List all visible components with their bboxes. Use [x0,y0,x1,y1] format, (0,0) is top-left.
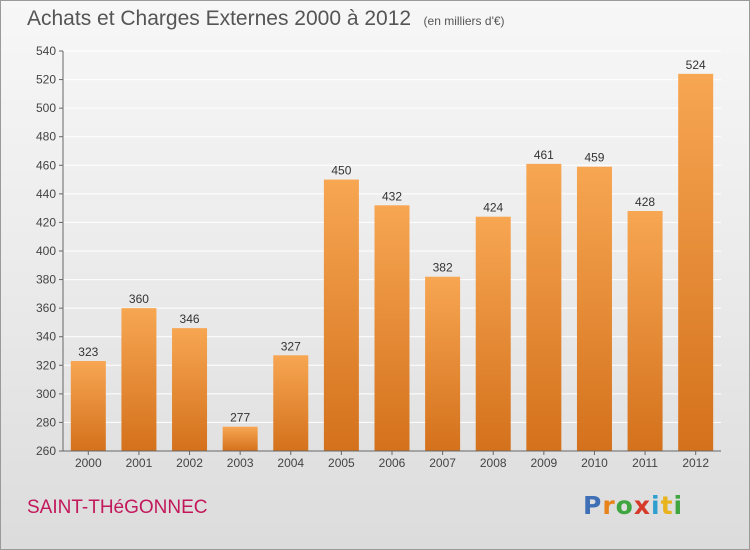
x-tick-label: 2001 [126,456,153,470]
logo-letter: i [673,491,684,520]
x-tick-label: 2003 [227,456,254,470]
data-label: 450 [331,164,351,178]
x-tick-label: 2005 [328,456,355,470]
bar [222,426,258,451]
data-label: 461 [534,148,554,162]
y-tick-label: 440 [36,187,56,201]
chart-title: Achats et Charges Externes 2000 à 2012 [27,7,412,30]
x-tick-label: 2008 [480,456,507,470]
y-tick-label: 520 [36,73,56,87]
y-tick-label: 360 [36,301,56,315]
x-tick-label: 2011 [632,456,658,470]
data-label: 524 [686,58,706,72]
x-tick-label: 2006 [379,456,406,470]
chart-unit: (en milliers d'€) [423,14,505,28]
data-label: 428 [635,195,655,209]
bar [576,166,612,451]
bars: 323 360 346 277 327 450 432 382 424 461 459 428 524 [70,58,714,452]
data-label: 327 [281,339,301,353]
logo-letter: t [660,491,674,520]
logo-letter: P [583,491,603,520]
y-tick-label: 320 [36,358,56,372]
bar [475,216,511,451]
y-tick-label: 480 [36,130,56,144]
proxiti-logo[interactable]: Proxiti [583,491,683,520]
bar [526,163,562,451]
commune-name: SAINT-THéGONNEC [27,497,208,518]
y-tick-label: 460 [36,158,56,172]
x-tick-label: 2007 [429,456,456,470]
y-tick-label: 540 [36,44,56,58]
y-tick-label: 280 [36,415,56,429]
x-tick-label: 2002 [176,456,203,470]
data-label: 382 [433,261,453,275]
bar [121,308,157,451]
axes: 260 280 300 320 340 360 380 400 420 440 460 480 500 5… [36,44,721,470]
logo-letter: x [633,491,651,520]
y-tick-label: 500 [36,101,56,115]
bar [678,73,714,451]
bar [374,205,410,451]
bar [172,328,208,451]
x-tick-label: 2004 [277,456,304,470]
y-tick-label: 340 [36,330,56,344]
data-label: 360 [129,292,149,306]
chart-title-block: Achats et Charges Externes 2000 à 2012 (… [27,7,505,31]
y-tick-label: 260 [36,444,56,458]
logo-letter: i [651,491,661,520]
bar [273,355,309,451]
data-label: 432 [382,189,402,203]
bar [323,179,359,452]
x-tick-label: 2012 [682,456,709,470]
data-label: 424 [483,201,503,215]
y-tick-label: 380 [36,273,56,287]
data-label: 277 [230,411,250,425]
logo-letter: r [602,491,616,520]
bar [627,211,663,451]
x-tick-label: 2000 [75,456,102,470]
data-label: 346 [180,312,200,326]
data-label: 459 [584,151,604,165]
y-tick-label: 400 [36,244,56,258]
x-tick-label: 2009 [530,456,557,470]
bar [425,276,461,451]
logo-letter: o [615,491,634,520]
y-tick-label: 300 [36,387,56,401]
x-tick-label: 2010 [581,456,608,470]
data-label: 323 [78,345,98,359]
bar [70,361,106,451]
y-tick-label: 420 [36,215,56,229]
